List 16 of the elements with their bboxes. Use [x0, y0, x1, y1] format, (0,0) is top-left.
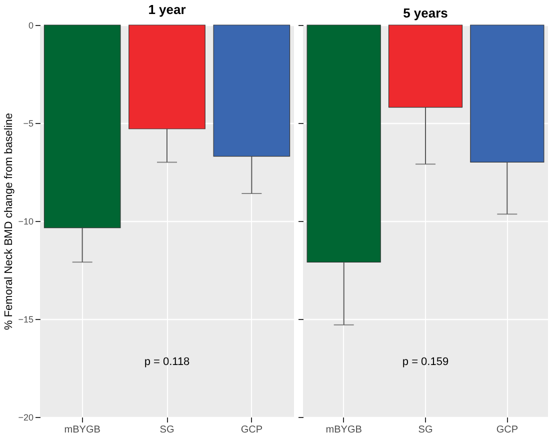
chart-title: 5 years [403, 6, 448, 20]
x-tick-label: mBYGB [64, 424, 101, 436]
x-tick-label: SG [418, 424, 433, 436]
y-tick-label: −10 [18, 216, 34, 226]
y-tick-label: −15 [18, 314, 34, 324]
annotation: p = 0.118 [144, 356, 190, 368]
x-tick-label: mBYGB [326, 424, 362, 436]
x-tick-label: GCP [496, 424, 518, 436]
y-tick-label: −5 [23, 118, 34, 128]
y-tick-label: 0 [28, 20, 34, 30]
y-axis-title: % Femoral Neck BMD change from baseline [3, 112, 16, 330]
y-tick-label: −20 [18, 412, 34, 422]
annotation: p = 0.159 [402, 356, 449, 368]
chart-title: 1 year [148, 2, 186, 17]
x-tick-label: SG [160, 424, 174, 436]
x-tick-label: GCP [240, 424, 263, 436]
